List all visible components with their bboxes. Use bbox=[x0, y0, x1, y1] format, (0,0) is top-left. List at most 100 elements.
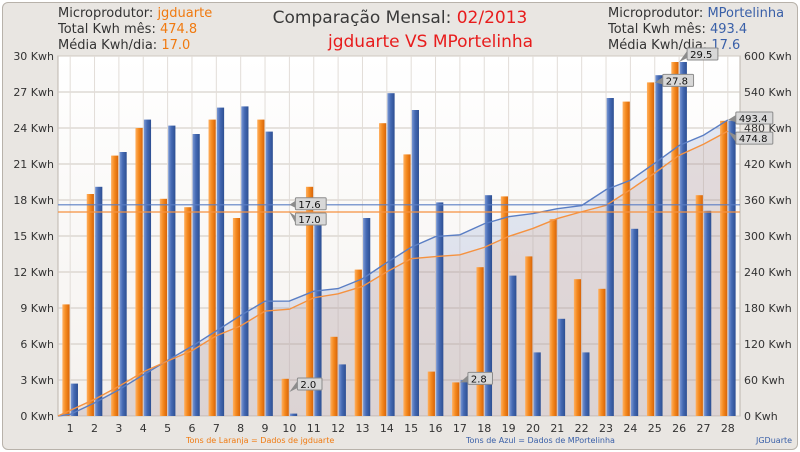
left-axis-tick-label: 12 Kwh bbox=[13, 266, 54, 279]
bar-mportelinha-day-12 bbox=[338, 364, 346, 416]
x-axis-tick-label: 3 bbox=[115, 422, 122, 435]
annotation-label: 474.8 bbox=[739, 134, 768, 145]
right-axis-tick-label: 0 Kwh bbox=[744, 410, 778, 423]
bar-mportelinha-day-13 bbox=[363, 218, 371, 416]
right-avg-label: Média Kwh/dia: bbox=[608, 38, 708, 53]
bar-mportelinha-day-14 bbox=[387, 93, 395, 416]
bar-mportelinha-day-6 bbox=[192, 134, 200, 416]
bar-jgduarte-day-4 bbox=[135, 128, 143, 416]
right-axis-tick-label: 300 Kwh bbox=[744, 230, 792, 243]
bar-jgduarte-day-22 bbox=[573, 279, 582, 416]
footer-blue-note: Tons de Azul = Dados de MPortelinha bbox=[466, 436, 615, 445]
x-axis-tick-label: 26 bbox=[672, 422, 686, 435]
bar-mportelinha-day-17 bbox=[460, 380, 468, 416]
right-producer-label: Microprodutor: bbox=[608, 6, 704, 21]
bar-jgduarte-day-17 bbox=[452, 382, 460, 416]
left-avg-row: Média Kwh/dia: 17.0 bbox=[58, 38, 190, 53]
bar-mportelinha-day-26 bbox=[679, 62, 687, 416]
annotation-box bbox=[467, 371, 493, 385]
left-axis-tick-label: 18 Kwh bbox=[13, 194, 54, 207]
annotation-box bbox=[686, 47, 719, 61]
bar-jgduarte-day-14 bbox=[379, 123, 387, 416]
x-axis-tick-label: 8 bbox=[237, 422, 244, 435]
bar-mportelinha-day-21 bbox=[557, 318, 566, 416]
right-axis-tick-label: 180 Kwh bbox=[744, 302, 792, 315]
annotation-label: 493.4 bbox=[739, 114, 768, 125]
x-axis-tick-label: 17 bbox=[453, 422, 467, 435]
right-total-label: Total Kwh mês: bbox=[608, 22, 706, 37]
bar-mportelinha-day-2 bbox=[95, 186, 103, 416]
annotation-pointer bbox=[727, 131, 736, 143]
x-axis-tick-label: 25 bbox=[648, 422, 662, 435]
bar-jgduarte-day-5 bbox=[159, 198, 168, 416]
right-axis-tick-label: 120 Kwh bbox=[744, 338, 792, 351]
right-avg-row: Média Kwh/dia: 17.6 bbox=[608, 38, 740, 53]
annotation-pointer bbox=[654, 77, 663, 85]
left-axis-tick-label: 24 Kwh bbox=[13, 122, 54, 135]
bar-mportelinha-day-16 bbox=[436, 202, 444, 416]
annotation-label: 27.8 bbox=[666, 76, 688, 87]
bar-jgduarte-day-11 bbox=[305, 186, 314, 416]
bar-jgduarte-day-26 bbox=[671, 62, 679, 416]
left-total-value: 474.8 bbox=[159, 22, 198, 37]
bar-jgduarte-day-18 bbox=[476, 267, 484, 416]
x-axis-tick-label: 24 bbox=[623, 422, 637, 435]
annotation-label: 29.5 bbox=[690, 50, 712, 61]
left-axis-tick-label: 3 Kwh bbox=[20, 374, 54, 387]
bar-jgduarte-day-8 bbox=[232, 218, 241, 416]
x-axis-tick-label: 7 bbox=[213, 422, 220, 435]
x-axis-tick-label: 14 bbox=[380, 422, 394, 435]
bar-jgduarte-day-24 bbox=[622, 101, 630, 416]
x-axis-tick-label: 10 bbox=[282, 422, 296, 435]
right-axis-tick-label: 240 Kwh bbox=[744, 266, 792, 279]
annotation-pointer bbox=[727, 114, 736, 122]
x-axis-tick-label: 9 bbox=[262, 422, 269, 435]
bar-jgduarte-day-19 bbox=[500, 196, 509, 416]
left-axis-tick-label: 21 Kwh bbox=[13, 158, 54, 171]
x-axis-tick-label: 6 bbox=[188, 422, 195, 435]
right-axis-tick-label: 540 Kwh bbox=[744, 86, 792, 99]
x-axis-tick-label: 27 bbox=[696, 422, 710, 435]
annotation-label: 2.0 bbox=[300, 380, 316, 391]
bar-mportelinha-day-25 bbox=[655, 75, 663, 416]
x-axis-tick-label: 19 bbox=[502, 422, 516, 435]
bar-mportelinha-day-19 bbox=[509, 275, 517, 416]
x-axis-tick-label: 13 bbox=[355, 422, 369, 435]
bar-mportelinha-day-4 bbox=[143, 119, 152, 416]
right-producer-row: Microprodutor: MPortelinha bbox=[608, 6, 784, 21]
x-axis-tick-label: 21 bbox=[550, 422, 564, 435]
chart-subtitle: jgduarte VS MPortelinha bbox=[328, 32, 534, 52]
right-axis-tick-label: 420 Kwh bbox=[744, 158, 792, 171]
bar-mportelinha-day-15 bbox=[411, 110, 419, 416]
footer-orange-note: Tons de Laranja = Dados de jgduarte bbox=[186, 436, 335, 445]
bar-mportelinha-day-18 bbox=[484, 195, 493, 416]
x-axis-tick-label: 15 bbox=[404, 422, 418, 435]
bar-mportelinha-day-24 bbox=[630, 228, 639, 416]
x-axis-tick-label: 22 bbox=[575, 422, 589, 435]
right-producer-value: MPortelinha bbox=[707, 6, 785, 21]
right-axis-tick-label: 60 Kwh bbox=[744, 374, 785, 387]
bar-jgduarte-day-28 bbox=[720, 120, 728, 417]
left-avg-label: Média Kwh/dia: bbox=[58, 38, 158, 53]
bar-mportelinha-day-3 bbox=[119, 152, 127, 416]
x-axis-tick-label: 28 bbox=[721, 422, 735, 435]
x-axis-tick-label: 20 bbox=[526, 422, 540, 435]
annotation-box bbox=[294, 197, 327, 211]
bar-mportelinha-day-20 bbox=[533, 352, 541, 416]
left-producer-row: Microprodutor: jgduarte bbox=[58, 6, 212, 21]
bar-jgduarte-day-9 bbox=[257, 119, 265, 416]
left-axis-tick-label: 6 Kwh bbox=[20, 338, 54, 351]
annotation-label: 17.6 bbox=[298, 200, 320, 211]
bar-jgduarte-day-27 bbox=[695, 195, 703, 416]
bar-mportelinha-day-8 bbox=[241, 106, 249, 417]
left-avg-value: 17.0 bbox=[161, 38, 191, 53]
bar-mportelinha-day-27 bbox=[704, 210, 712, 416]
bar-mportelinha-day-28 bbox=[728, 120, 736, 417]
annotation-label: 2.8 bbox=[471, 374, 487, 385]
annotation-pointer bbox=[289, 212, 296, 223]
bar-mportelinha-day-9 bbox=[265, 131, 273, 416]
footer-credit: JGDuarte bbox=[756, 436, 793, 445]
bar-jgduarte-day-23 bbox=[598, 288, 606, 416]
annotation-label: 17.0 bbox=[298, 215, 320, 226]
